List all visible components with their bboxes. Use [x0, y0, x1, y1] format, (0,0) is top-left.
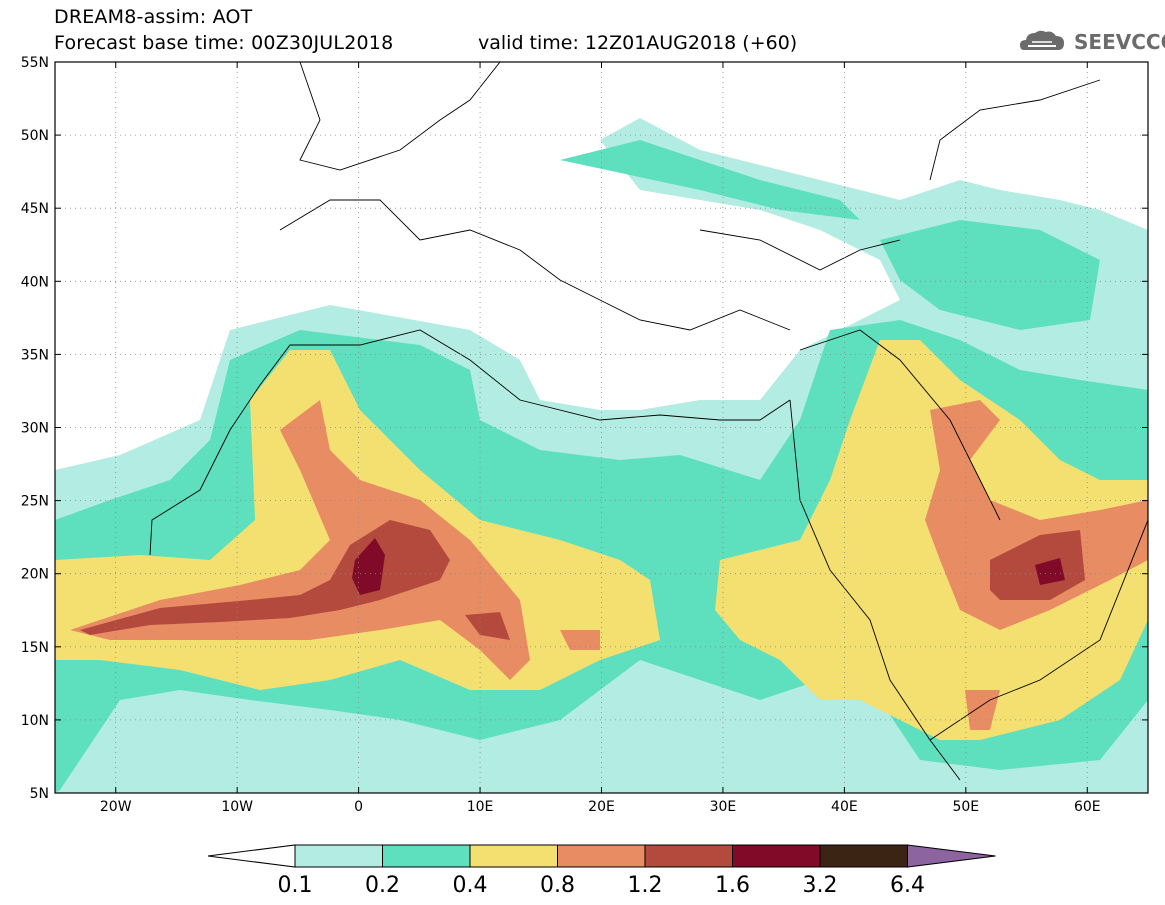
colorbar-swatch: [644, 844, 733, 868]
lon-tick-label: 40E: [831, 799, 858, 815]
lat-tick-label: 30N: [21, 421, 49, 437]
seevccc-logo: [1020, 30, 1064, 50]
aot-band-0.8: [70, 400, 1148, 730]
map-grid: [55, 62, 1148, 793]
colorbar-level-label: 6.4: [890, 873, 925, 898]
colorbar-swatch: [819, 844, 908, 868]
lon-tick-label: 10E: [467, 799, 494, 815]
valid-time: valid time: 12Z01AUG2018 (+60): [478, 32, 798, 54]
lon-tick-label: 0: [354, 799, 363, 815]
lat-tick-label: 40N: [21, 274, 49, 290]
colorbar-arrow-low: [207, 844, 296, 868]
colorbar-swatch: [469, 844, 558, 868]
lon-tick-label: 20W: [100, 799, 132, 815]
colorbar: [207, 844, 996, 868]
lon-tick-label: 10W: [221, 799, 253, 815]
lon-tick-label: 20E: [588, 799, 615, 815]
lat-tick-label: 35N: [21, 347, 49, 363]
lat-tick-label: 20N: [21, 567, 49, 583]
lat-tick-label: 55N: [21, 55, 49, 71]
colorbar-swatch: [557, 844, 646, 868]
forecast-base-time: Forecast base time: 00Z30JUL2018: [54, 32, 394, 54]
lat-tick-label: 45N: [21, 201, 49, 217]
logo-text: SEEVCCC: [1074, 30, 1165, 54]
axis-ticks: [55, 61, 1148, 794]
colorbar-swatch: [732, 844, 821, 868]
colorbar-arrow-high: [907, 844, 996, 868]
colorbar-level-label: 0.8: [540, 873, 575, 898]
coastlines: [149, 62, 1148, 781]
axis-tick-labels: 20W 10W 0 10E 20E 30E 40E 50E 60E 55N 50N 45N 40N 35N…: [21, 55, 1101, 815]
lon-tick-label: 60E: [1074, 799, 1101, 815]
colorbar-swatch: [294, 844, 383, 868]
aot-field: [55, 118, 1148, 793]
colorbar-level-label: 0.2: [365, 873, 400, 898]
lon-tick-label: 30E: [710, 799, 737, 815]
aot-band-1.2: [80, 520, 1085, 640]
lat-tick-label: 25N: [21, 494, 49, 510]
lat-tick-label: 10N: [21, 713, 49, 729]
map-title: DREAM8-assim: AOT: [54, 6, 253, 28]
colorbar-level-label: 1.6: [715, 873, 750, 898]
colorbar-swatch: [382, 844, 471, 868]
lon-tick-label: 50E: [952, 799, 979, 815]
colorbar-level-label: 3.2: [802, 873, 838, 898]
lat-tick-label: 15N: [21, 640, 49, 656]
lat-tick-label: 50N: [21, 128, 49, 144]
colorbar-level-label: 1.2: [627, 873, 663, 898]
colorbar-level-label: 0.4: [452, 873, 488, 898]
lat-tick-label: 5N: [30, 786, 49, 802]
aot-band-0.4: [55, 340, 1148, 740]
colorbar-level-label: 0.1: [277, 873, 313, 898]
